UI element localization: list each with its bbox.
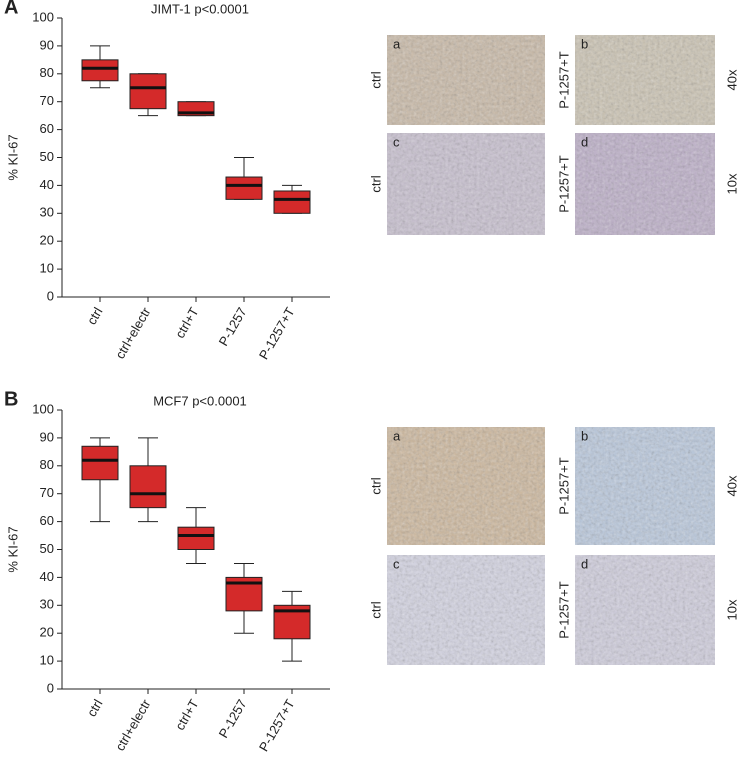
x-tick-label: ctrl+electr (112, 696, 154, 753)
y-axis-label: % KI-67 (5, 134, 20, 180)
x-tick-label: P-1257+T (256, 305, 298, 362)
magnification: 10x (724, 173, 739, 194)
x-tick-label: P-1257 (216, 697, 250, 741)
image-letter: d (581, 556, 588, 571)
image-label: ctrl (368, 601, 383, 618)
y-tick-label: 10 (40, 653, 54, 668)
magnification: 40x (724, 69, 739, 90)
x-tick-label: P-1257+T (256, 697, 298, 754)
image-letter: b (581, 36, 588, 51)
panel-label: B (4, 388, 18, 410)
image-label: ctrl (368, 477, 383, 494)
image-label: ctrl (368, 71, 383, 88)
y-tick-label: 90 (40, 429, 54, 444)
micrograph-texture (387, 427, 545, 545)
magnification: 10x (724, 599, 739, 620)
y-tick-label: 40 (40, 569, 54, 584)
image-label: ctrl (368, 175, 383, 192)
y-axis-label: % KI-67 (5, 526, 20, 572)
image-letter: d (581, 134, 588, 149)
micrograph-texture (387, 35, 545, 125)
box (273, 190, 311, 214)
chart-title: MCF7 p<0.0001 (153, 393, 247, 408)
y-tick-label: 40 (40, 177, 54, 192)
image-label: P-1257+T (556, 51, 571, 109)
y-tick-label: 50 (40, 541, 54, 556)
micrograph-texture (387, 133, 545, 235)
y-tick-label: 20 (40, 233, 54, 248)
y-tick-label: 70 (40, 93, 54, 108)
y-tick-label: 60 (40, 121, 54, 136)
y-tick-label: 80 (40, 457, 54, 472)
y-tick-label: 0 (47, 288, 54, 303)
box (129, 465, 167, 509)
image-label: P-1257+T (556, 457, 571, 515)
micrograph-texture (575, 35, 715, 125)
y-tick-label: 80 (40, 65, 54, 80)
x-tick-label: ctrl+electr (112, 304, 154, 361)
magnification: 40x (724, 475, 739, 496)
y-tick-label: 30 (40, 597, 54, 612)
y-tick-label: 100 (32, 401, 54, 416)
image-letter: a (393, 36, 401, 51)
x-tick-label: ctrl (84, 697, 106, 720)
x-tick-label: P-1257 (216, 305, 250, 349)
y-tick-label: 100 (32, 9, 54, 24)
chart-title: JIMT-1 p<0.0001 (151, 1, 249, 16)
image-letter: c (393, 134, 400, 149)
y-tick-label: 20 (40, 625, 54, 640)
micrograph-texture (387, 555, 545, 665)
panel-label: A (4, 0, 18, 18)
y-tick-label: 10 (40, 261, 54, 276)
box (81, 59, 119, 82)
micrograph-texture (575, 427, 715, 545)
micrograph-texture (575, 555, 715, 665)
image-letter: a (393, 428, 401, 443)
image-label: P-1257+T (556, 155, 571, 213)
micrograph-texture (575, 133, 715, 235)
x-tick-label: ctrl+T (172, 305, 201, 341)
box (129, 73, 167, 110)
y-tick-label: 50 (40, 149, 54, 164)
y-tick-label: 60 (40, 513, 54, 528)
box (225, 176, 263, 200)
y-tick-label: 90 (40, 37, 54, 52)
x-tick-label: ctrl (84, 305, 106, 328)
x-tick-label: ctrl+T (172, 697, 201, 733)
image-letter: b (581, 428, 588, 443)
y-tick-label: 70 (40, 485, 54, 500)
y-tick-label: 0 (47, 680, 54, 695)
image-label: P-1257+T (556, 581, 571, 639)
y-tick-label: 30 (40, 205, 54, 220)
micrograph-layer (387, 35, 715, 665)
box (81, 445, 119, 481)
box (177, 526, 215, 550)
image-letter: c (393, 556, 400, 571)
